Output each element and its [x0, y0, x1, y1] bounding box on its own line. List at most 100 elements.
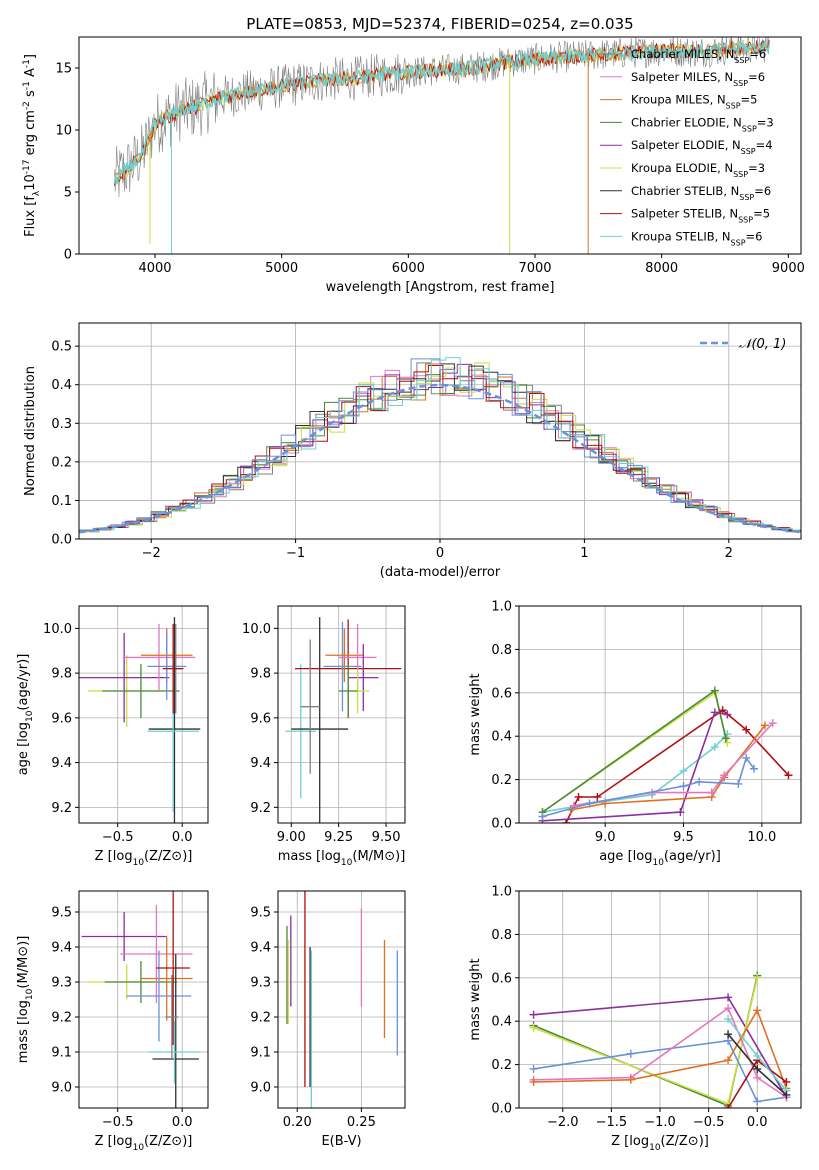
- series-marker: [529, 1010, 538, 1019]
- series-marker: [529, 1023, 538, 1032]
- series-marker: [768, 719, 777, 728]
- legend-label: Kroupa STELIB, NSSP=6: [631, 229, 762, 247]
- series-path: [542, 711, 728, 822]
- series-path: [542, 691, 729, 813]
- y-axis-label: mass weight: [468, 958, 483, 1040]
- x-tick-label: 0.0: [172, 1115, 193, 1130]
- errorbar-point: [338, 664, 358, 718]
- y-tick-label: 0.6: [491, 971, 512, 986]
- series-marker: [753, 1073, 762, 1082]
- x-tick-label: −0.5: [102, 830, 134, 845]
- x-tick-label: 7000: [518, 261, 551, 276]
- series-marker: [679, 766, 688, 775]
- normal-distribution-curve: [79, 383, 801, 534]
- axes-frame: [518, 605, 802, 824]
- y-tick-label: 0.8: [491, 928, 512, 943]
- x-tick-label: 0.20: [283, 1115, 312, 1130]
- series-line: [538, 730, 732, 817]
- x-tick-label: −2: [142, 546, 161, 561]
- series-line: [538, 753, 758, 821]
- spectrum-legend: Chabrier MILES, NSSP=6 Salpeter MILES, NS…: [600, 47, 774, 247]
- errorbar-point: [285, 664, 316, 799]
- x-axis-label: mass [log10(M/M⊙)]: [278, 849, 406, 868]
- series-marker: [723, 710, 732, 719]
- x-tick-label: −0.5: [102, 1115, 134, 1130]
- grid-lines: [519, 890, 801, 1109]
- x-tick-label: 9.00: [277, 830, 306, 845]
- series-marker: [626, 1075, 635, 1084]
- y-tick-label: 5: [64, 186, 72, 201]
- series-marker: [538, 812, 547, 821]
- y-tick-label: 0.5: [51, 340, 72, 355]
- axes-frame: [277, 605, 406, 824]
- y-tick-label: 0.0: [51, 533, 72, 548]
- grid-lines: [79, 891, 208, 1108]
- errorbar-point: [140, 936, 193, 1021]
- errorbar-point: [81, 912, 167, 961]
- y-tick-label: 10.0: [242, 622, 271, 637]
- x-tick-label: −1.0: [644, 1115, 676, 1130]
- axes-frame: [78, 605, 209, 824]
- series-marker: [724, 1030, 733, 1039]
- errorbar-point: [122, 623, 196, 692]
- x-tick-label: −0.5: [693, 1115, 725, 1130]
- x-tick-label: 0.25: [347, 1115, 376, 1130]
- spectrum-panel: 4000 5000 6000 7000 8000 9000 0 5 10 15 wavelength…: [22, 36, 805, 295]
- series-marker: [710, 686, 719, 695]
- histogram-step-line: [79, 358, 801, 533]
- series-marker: [742, 725, 751, 734]
- y-axis-label: mass weight: [468, 673, 483, 755]
- x-axis-label: Z [log10(Z/Z⊙)]: [95, 1134, 193, 1153]
- legend-label: Chabrier STELIB, NSSP=6: [631, 184, 771, 202]
- y-tick-label: 9.5: [51, 906, 72, 921]
- weight-vs-metallicity-panel: −2.0 −1.5 −1.0 −0.5 0.0 0.0 0.2 0.4 0.6 0.8 1.0 Z […: [468, 885, 802, 1153]
- series-marker: [734, 779, 743, 788]
- legend-label: Chabrier ELODIE, NSSP=3: [631, 115, 774, 132]
- series-marker: [710, 743, 719, 752]
- errorbar-point: [102, 664, 180, 718]
- axes-frame: [78, 322, 802, 540]
- age-vs-mass-panel: 9.00 9.25 9.50 9.2 9.4 9.6 9.8 10.0 mass [log10(…: [242, 605, 406, 868]
- errorbar-point: [323, 621, 362, 712]
- y-tick-label: 9.4: [51, 756, 72, 771]
- series-marker: [723, 738, 732, 747]
- series-marker: [585, 799, 594, 808]
- series-marker: [679, 782, 688, 791]
- x-tick-label: 9.5: [673, 830, 694, 845]
- errorbar-points: [81, 891, 201, 1108]
- errorbar-point: [147, 632, 187, 700]
- series-marker: [782, 1090, 791, 1099]
- y-tick-label: 9.4: [51, 941, 72, 956]
- series-marker: [562, 819, 570, 823]
- x-tick-label: 6000: [392, 261, 425, 276]
- series-marker: [695, 777, 704, 786]
- grid-lines: [79, 606, 208, 823]
- series-marker: [724, 1056, 733, 1065]
- errorbar-points: [285, 617, 402, 823]
- y-tick-label: 9.4: [250, 756, 271, 771]
- y-axis-label: mass [log10(M/M⊙)]: [16, 936, 35, 1064]
- errorbar-point: [291, 617, 349, 823]
- errorbar-point: [165, 975, 179, 1059]
- series-line: [538, 708, 732, 823]
- x-tick-label: −1: [286, 546, 305, 561]
- axes-frame: [518, 890, 802, 1109]
- grid-lines: [278, 606, 405, 823]
- x-tick-label: 0.0: [172, 830, 193, 845]
- series-line: [562, 706, 793, 823]
- y-tick-label: 9.0: [250, 1081, 271, 1096]
- grid-lines: [278, 891, 405, 1108]
- errorbar-point: [300, 639, 320, 774]
- series-marker: [724, 993, 733, 1002]
- legend-label: Kroupa MILES, NSSP=5: [631, 93, 757, 111]
- x-axis-label: Z [log10(Z/Z⊙)]: [95, 849, 193, 868]
- x-tick-label: 5000: [265, 261, 298, 276]
- x-tick-label: 8000: [645, 261, 678, 276]
- y-tick-label: 9.5: [250, 906, 271, 921]
- x-tick-label: 10.0: [747, 830, 776, 845]
- y-tick-label: 10: [55, 124, 72, 139]
- series-marker: [742, 753, 751, 762]
- axes-frame: [277, 890, 406, 1109]
- y-tick-label: 1.0: [491, 885, 512, 900]
- series-marker: [724, 1004, 733, 1013]
